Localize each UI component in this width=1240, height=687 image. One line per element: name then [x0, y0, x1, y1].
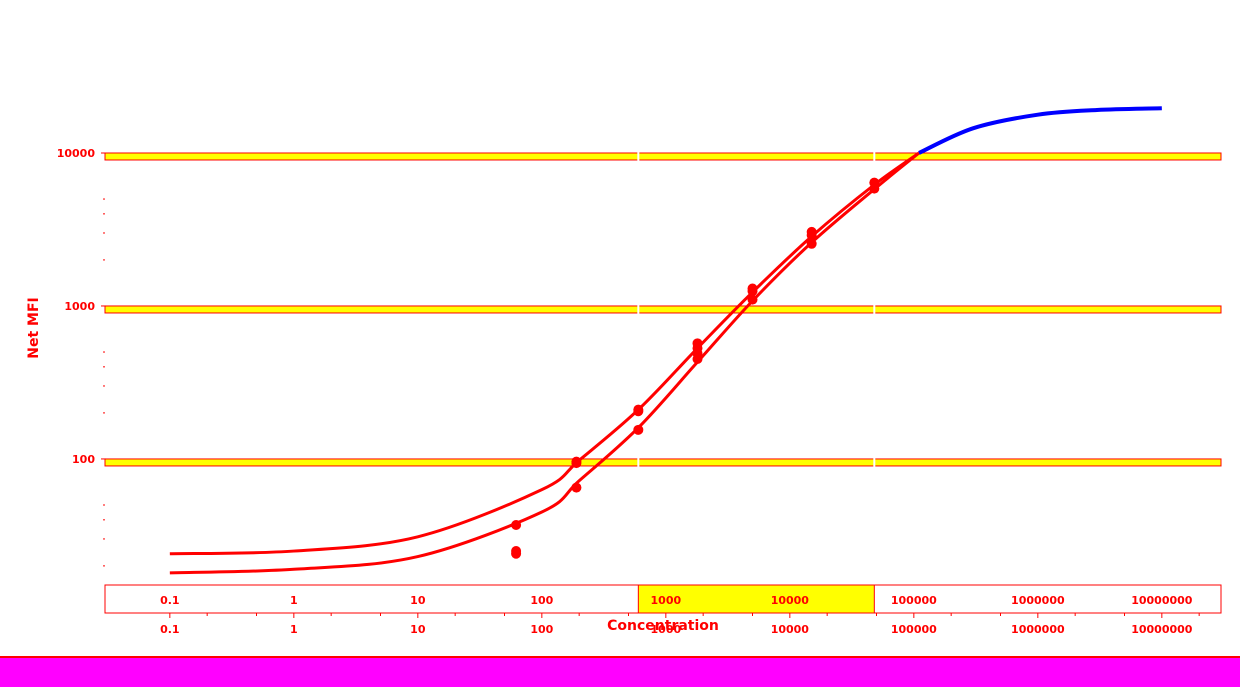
y-band-2	[104, 152, 1222, 161]
data-point	[806, 230, 817, 241]
data-point	[571, 482, 582, 493]
x-tick-label-6: 100000	[891, 594, 937, 607]
series-curves	[169, 106, 1162, 575]
x-axis-title: Concentration	[607, 618, 719, 634]
axes: 0.1 0.1 1 1 10 10 100 100 1000 1000 10000 10000 1000…	[57, 147, 1222, 636]
x-tick-label-5: 10000	[771, 594, 810, 607]
y-tick-label-0: 100	[72, 453, 95, 466]
x-tick-label-lower-4: 1000	[651, 623, 682, 636]
data-point	[571, 458, 582, 469]
y-tick-label-2: 10000	[57, 147, 96, 160]
data-point	[747, 294, 758, 305]
y-band-1	[104, 305, 1222, 314]
data-point	[747, 286, 758, 297]
x-tick-label-lower-8: 10000000	[1131, 623, 1193, 636]
x-tick-label-lower-3: 100	[530, 623, 553, 636]
data-point	[806, 238, 817, 249]
x-tick-label-7: 1000000	[1011, 594, 1065, 607]
highlight-bands	[104, 140, 1222, 614]
x-tick-label-3: 100	[530, 594, 553, 607]
data-points	[511, 177, 880, 559]
curve-1	[169, 151, 920, 575]
data-point	[633, 424, 644, 435]
x-tick-label-lower-2: 10	[410, 623, 426, 636]
x-tick-label-1: 1	[290, 594, 298, 607]
x-axis-box	[104, 584, 1222, 614]
data-point	[692, 354, 703, 365]
x-tick-label-0: 0.1	[160, 594, 180, 607]
x-tick-label-2: 10	[410, 594, 426, 607]
y-band-0	[104, 458, 1222, 467]
y-axis-title: Net MFI	[26, 297, 42, 358]
data-point	[511, 548, 522, 559]
data-point	[633, 406, 644, 417]
curve-0	[169, 151, 920, 556]
y-tick-label-1: 1000	[64, 300, 95, 313]
x-band-3	[637, 584, 875, 614]
x-tick-label-lower-7: 1000000	[1011, 623, 1065, 636]
data-point	[511, 520, 522, 531]
x-tick-label-lower-0: 0.1	[160, 623, 180, 636]
data-point	[869, 183, 880, 194]
x-tick-label-4: 1000	[651, 594, 682, 607]
x-tick-label-lower-6: 100000	[891, 623, 937, 636]
curve-2	[918, 106, 1162, 155]
x-tick-label-8: 10000000	[1131, 594, 1193, 607]
status-bar	[0, 656, 1240, 687]
x-tick-label-lower-1: 1	[290, 623, 298, 636]
x-tick-label-lower-5: 10000	[771, 623, 810, 636]
